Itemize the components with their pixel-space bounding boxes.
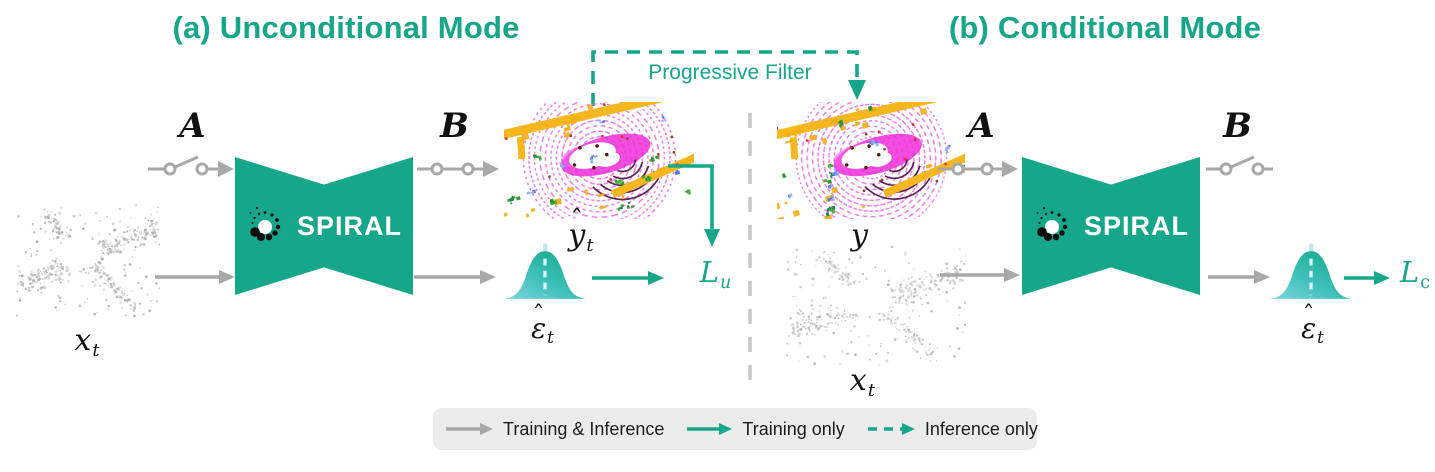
arrow-input-to-block-b xyxy=(940,268,1020,282)
block-label-a: SPIRAL xyxy=(296,210,402,241)
panel-divider xyxy=(748,113,752,393)
legend-green-dashed-arrow-icon xyxy=(867,423,915,435)
legend-label: Training only xyxy=(742,418,845,439)
legend-label: Inference only xyxy=(924,418,1038,439)
legend-item-training-only: Training only xyxy=(686,418,845,440)
panel-b-title: (b) Conditional Mode xyxy=(948,10,1262,45)
closed-switch-icon-b xyxy=(938,161,1018,177)
arrow-scene-to-loss-a xyxy=(668,164,720,247)
condition-label-b: y xyxy=(851,218,868,253)
closed-switch-icon-a xyxy=(417,161,499,177)
noisy-input-pointcloud-b xyxy=(786,246,966,366)
generated-scene-pointcloud-a xyxy=(504,102,694,219)
switch-a-label-b: A xyxy=(968,106,995,146)
switch-b-label-a: B xyxy=(440,106,469,146)
arrow-noise-to-loss-a xyxy=(592,271,664,285)
legend-green-arrow-icon xyxy=(687,423,733,435)
loss-label-b: Lc xyxy=(1399,255,1430,293)
block-label-b: SPIRAL xyxy=(1083,210,1189,241)
legend-item-inference-only: Inference only xyxy=(867,419,1038,440)
arrow-block-to-noise-b xyxy=(1208,270,1270,284)
input-label-a: xt xyxy=(74,323,100,361)
noise-label-a: ˆ εt xyxy=(531,301,554,348)
arrow-input-to-block-a xyxy=(155,270,235,284)
legend: Training & Inference Training only Infer… xyxy=(433,408,1038,450)
input-label-b: xt xyxy=(849,363,876,401)
legend-item-training-inference: Training & Inference xyxy=(445,419,664,440)
switch-a-label-a: A xyxy=(179,106,206,146)
legend-gray-arrow-icon xyxy=(446,423,493,435)
noise-gaussian-icon-a xyxy=(502,243,588,299)
spiral-dots-icon xyxy=(249,206,281,241)
arrow-block-to-noise-a xyxy=(414,270,496,284)
spiral-block-a: SPIRAL xyxy=(235,157,413,295)
open-switch-icon-a xyxy=(148,155,234,177)
condition-scene-pointcloud-b xyxy=(777,102,965,219)
loss-label-a: Lu xyxy=(699,255,732,293)
panel-a-title: (a) Unconditional Mode xyxy=(172,10,520,45)
progressive-filter-dashed-arrow-icon xyxy=(591,50,866,106)
noise-gaussian-icon-b xyxy=(1268,243,1354,299)
legend-label: Training & Inference xyxy=(503,418,665,439)
progressive-filter-label: Progressive Filter xyxy=(648,61,812,84)
open-switch-icon-b xyxy=(1206,155,1273,176)
arrow-noise-to-loss-b xyxy=(1344,271,1390,285)
switch-b-label-b: B xyxy=(1223,106,1252,146)
spiral-block-b: SPIRAL xyxy=(1022,157,1200,295)
noisy-input-pointcloud-a xyxy=(16,204,160,317)
noise-label-b: ˆ εt xyxy=(1301,301,1324,348)
scene-label-a: ˆ yt xyxy=(568,205,594,256)
spiral-dots-icon xyxy=(1036,206,1068,241)
